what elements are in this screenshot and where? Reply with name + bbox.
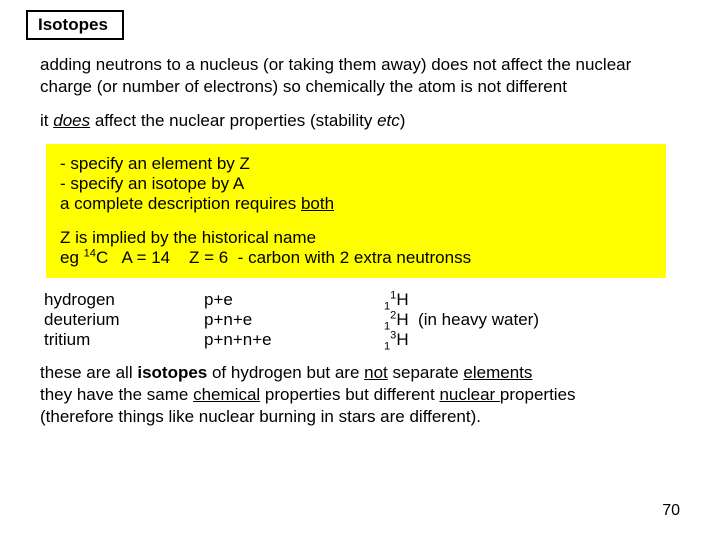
box-l6-pre: eg [60,248,84,267]
r3c1: tritium [44,330,204,350]
p3l2-u2: nuclear [439,385,499,404]
p3l1-u2: elements [463,363,532,382]
paragraph-2: it does affect the nuclear properties (s… [40,110,680,132]
p3-l2: they have the same chemical properties b… [40,384,680,406]
p2-etc: etc [377,111,400,130]
r2el: H [396,310,408,329]
r3el: H [396,330,408,349]
isotope-table: hydrogen deuterium tritium p+e p+n+e p+n… [44,290,680,350]
r3sub: 1 [384,341,390,353]
p3l1-mid2: separate [388,363,464,382]
p3l2-pre: they have the same [40,385,193,404]
p2-post: affect the nuclear properties (stability [90,111,377,130]
r1c2: p+e [204,290,384,310]
p3l1-mid: of hydrogen but are [207,363,364,382]
paragraph-1: adding neutrons to a nucleus (or taking … [40,54,680,98]
r3c2: p+n+n+e [204,330,384,350]
col-composition: p+e p+n+e p+n+n+e [204,290,384,350]
p3l2-u1: chemical [193,385,260,404]
box-l3-u: both [301,194,334,213]
box-line6: eg 14C A = 14 Z = 6 - carbon with 2 extr… [60,248,652,268]
page-number: 70 [662,502,680,520]
p3-l3: (therefore things like nuclear burning i… [40,406,680,428]
r3c3: 13H [384,330,680,350]
p3l2-post: properties [500,385,576,404]
p3l1-b: isotopes [137,363,207,382]
p3l1-u1: not [364,363,388,382]
box-line3: a complete description requires both [60,194,652,214]
r2note: (in heavy water) [409,310,539,329]
title-text: Isotopes [38,15,108,34]
box-line2: - specify an isotope by A [60,174,652,194]
r1c1: hydrogen [44,290,204,310]
box-spacer [60,214,652,228]
p2-pre: it [40,111,53,130]
box-l6-c: C [96,248,108,267]
highlight-box: - specify an element by Z - specify an i… [46,144,666,278]
p2-close: ) [400,111,406,130]
r1el: H [396,290,408,309]
r2c2: p+n+e [204,310,384,330]
box-l6-sup: 14 [84,248,96,260]
col-symbol: 11H 12H (in heavy water) 13H [384,290,680,350]
paragraph-3: these are all isotopes of hydrogen but a… [40,362,680,428]
box-line1: - specify an element by Z [60,154,652,174]
title-box: Isotopes [26,10,124,40]
p3-l1: these are all isotopes of hydrogen but a… [40,362,680,384]
p3l1-pre: these are all [40,363,137,382]
col-name: hydrogen deuterium tritium [44,290,204,350]
box-l6-mid: A = 14 Z = 6 - carbon with 2 extra neutr… [108,248,471,267]
para1-text: adding neutrons to a nucleus (or taking … [40,55,631,96]
p3l2-mid: properties but different [260,385,439,404]
r2c1: deuterium [44,310,204,330]
box-line5: Z is implied by the historical name [60,228,652,248]
p2-does: does [53,111,90,130]
box-l3-pre: a complete description requires [60,194,301,213]
r2c3: 12H (in heavy water) [384,310,680,330]
r1c3: 11H [384,290,680,310]
